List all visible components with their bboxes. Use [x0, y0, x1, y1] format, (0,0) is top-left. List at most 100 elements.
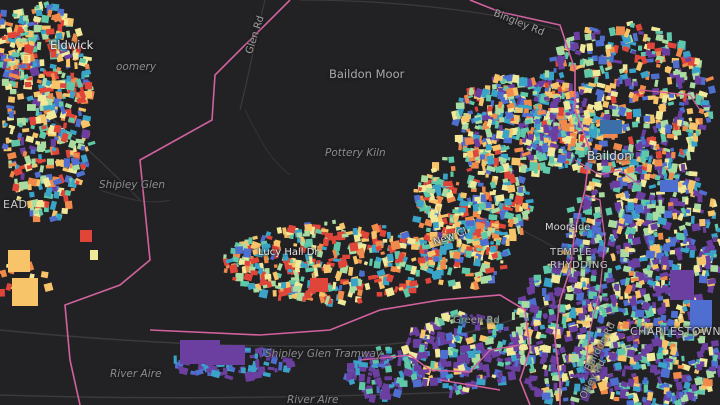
- building[interactable]: [550, 274, 561, 284]
- building[interactable]: [17, 26, 23, 33]
- building[interactable]: [460, 192, 467, 199]
- building[interactable]: [564, 160, 570, 165]
- building[interactable]: [520, 164, 527, 174]
- building[interactable]: [566, 330, 571, 337]
- building[interactable]: [528, 383, 533, 388]
- building[interactable]: [694, 177, 701, 182]
- building[interactable]: [640, 135, 647, 146]
- building[interactable]: [695, 130, 700, 136]
- building[interactable]: [4, 21, 14, 27]
- building[interactable]: [495, 239, 501, 246]
- building[interactable]: [672, 212, 678, 220]
- building[interactable]: [79, 57, 87, 64]
- building[interactable]: [569, 234, 574, 239]
- building[interactable]: [594, 222, 601, 227]
- building[interactable]: [64, 53, 73, 60]
- building[interactable]: [39, 67, 45, 72]
- building[interactable]: [591, 148, 599, 156]
- building[interactable]: [18, 122, 23, 128]
- building[interactable]: [503, 206, 514, 212]
- building[interactable]: [412, 215, 422, 224]
- building[interactable]: [652, 125, 658, 134]
- building[interactable]: [50, 80, 61, 90]
- building[interactable]: [13, 167, 23, 177]
- building[interactable]: [497, 156, 508, 164]
- building[interactable]: [31, 132, 39, 139]
- building[interactable]: [570, 353, 580, 363]
- building[interactable]: [629, 152, 635, 161]
- building[interactable]: [614, 361, 623, 371]
- building[interactable]: [58, 101, 64, 108]
- building[interactable]: [621, 369, 626, 377]
- building[interactable]: [660, 368, 671, 379]
- building[interactable]: [609, 105, 614, 110]
- building[interactable]: [255, 358, 260, 368]
- building[interactable]: [639, 256, 648, 262]
- building[interactable]: [194, 368, 204, 376]
- building[interactable]: [379, 229, 387, 238]
- building[interactable]: [0, 269, 8, 278]
- building[interactable]: [415, 269, 420, 277]
- building[interactable]: [632, 94, 638, 103]
- building[interactable]: [487, 111, 493, 116]
- building[interactable]: [48, 38, 57, 46]
- building[interactable]: [305, 267, 315, 273]
- building[interactable]: [477, 170, 485, 175]
- building[interactable]: [698, 124, 707, 131]
- building[interactable]: [505, 237, 510, 246]
- building[interactable]: [332, 249, 338, 259]
- building[interactable]: [436, 206, 440, 211]
- building[interactable]: [605, 44, 612, 50]
- building[interactable]: [84, 63, 90, 70]
- building[interactable]: [540, 334, 547, 339]
- building[interactable]: [78, 89, 87, 99]
- building[interactable]: [222, 367, 228, 375]
- building[interactable]: [20, 71, 25, 79]
- building[interactable]: [446, 267, 453, 276]
- building[interactable]: [553, 382, 558, 391]
- building[interactable]: [596, 332, 605, 337]
- building[interactable]: [62, 122, 68, 129]
- building[interactable]: [337, 298, 347, 306]
- building[interactable]: [622, 64, 628, 72]
- building[interactable]: [596, 82, 606, 89]
- building[interactable]: [537, 109, 546, 116]
- building[interactable]: [7, 151, 17, 160]
- building[interactable]: [332, 281, 337, 290]
- building[interactable]: [478, 202, 488, 211]
- building[interactable]: [490, 139, 497, 145]
- building[interactable]: [293, 243, 298, 247]
- building[interactable]: [75, 170, 86, 178]
- building[interactable]: [656, 352, 664, 360]
- building[interactable]: [529, 161, 538, 172]
- building[interactable]: [655, 110, 664, 120]
- building[interactable]: [451, 187, 458, 195]
- building[interactable]: [337, 231, 346, 241]
- building[interactable]: [543, 124, 550, 134]
- building[interactable]: [651, 50, 656, 55]
- building[interactable]: [364, 282, 371, 291]
- building[interactable]: [590, 123, 596, 130]
- building[interactable]: [413, 188, 419, 193]
- building[interactable]: [640, 70, 650, 79]
- building[interactable]: [46, 43, 53, 52]
- building[interactable]: [20, 137, 24, 146]
- building[interactable]: [595, 39, 605, 47]
- building[interactable]: [627, 143, 634, 153]
- building[interactable]: [404, 264, 413, 272]
- building[interactable]: [571, 163, 579, 172]
- building[interactable]: [657, 295, 664, 301]
- building[interactable]: [78, 107, 87, 113]
- building[interactable]: [538, 139, 544, 146]
- building[interactable]: [272, 244, 280, 254]
- building[interactable]: [606, 95, 612, 101]
- building[interactable]: [673, 135, 678, 141]
- building[interactable]: [55, 32, 63, 40]
- building[interactable]: [623, 181, 628, 187]
- building[interactable]: [464, 136, 475, 146]
- building[interactable]: [373, 278, 382, 283]
- building[interactable]: [509, 234, 517, 242]
- building[interactable]: [680, 163, 686, 173]
- building[interactable]: [549, 125, 560, 135]
- building[interactable]: [549, 56, 558, 62]
